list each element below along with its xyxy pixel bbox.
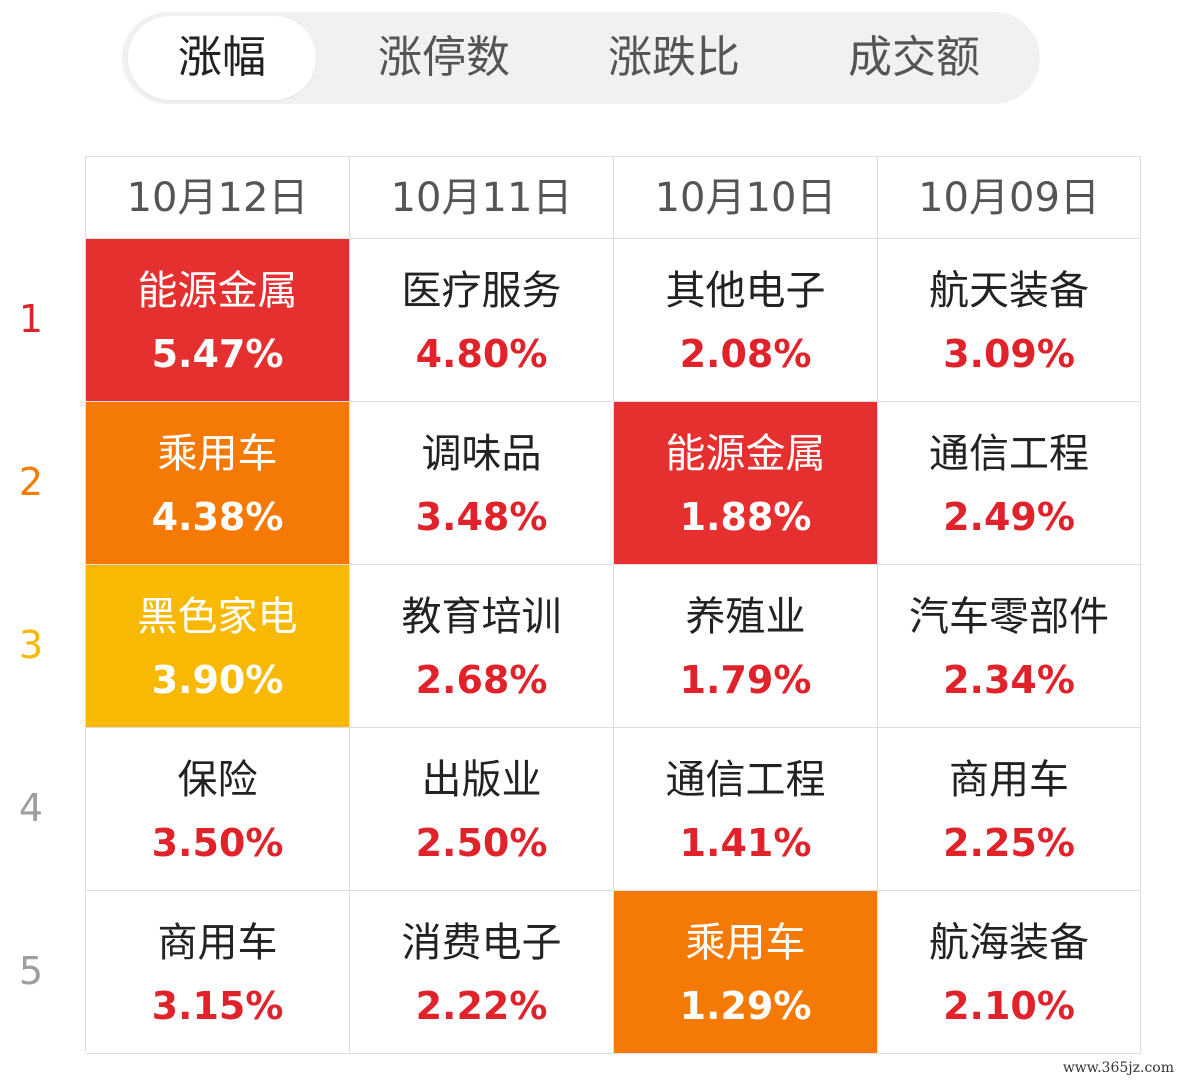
sector-cell[interactable]: 通信工程 2.49% [878,402,1141,565]
sector-cell[interactable]: 航天装备 3.09% [878,239,1141,402]
sector-cell[interactable]: 调味品 3.48% [350,402,614,565]
metric-tab-bar: 涨幅 涨停数 涨跌比 成交额 [122,12,1040,104]
sector-ranking-table: 10月12日 10月11日 10月10日 10月09日 能源金属 5.47% 医疗服… [85,156,1141,1054]
sector-name: 商用车 [157,920,278,966]
sector-name: 其他电子 [665,268,826,314]
sector-name: 乘用车 [157,431,278,477]
sector-change-pct: 3.48% [415,495,548,539]
sector-name: 调味品 [421,431,542,477]
rank-number: 3 [18,623,44,667]
column-header-date: 10月10日 [614,157,878,239]
sector-cell[interactable]: 能源金属 1.88% [614,402,878,565]
sector-name: 通信工程 [929,431,1089,477]
sector-name: 商用车 [949,757,1069,803]
sector-name: 能源金属 [137,268,298,314]
sector-change-pct: 2.34% [943,658,1075,702]
sector-change-pct: 2.08% [679,332,812,376]
sector-name: 汽车零部件 [909,594,1109,640]
sector-change-pct: 3.50% [151,821,284,865]
sector-name: 出版业 [421,757,542,803]
sector-name: 保险 [177,757,258,803]
sector-change-pct: 2.25% [943,821,1075,865]
sector-cell[interactable]: 黑色家电 3.90% [86,565,350,728]
sector-change-pct: 2.10% [943,984,1075,1028]
sector-change-pct: 2.50% [415,821,548,865]
sector-change-pct: 4.38% [151,495,284,539]
sector-change-pct: 2.22% [415,984,548,1028]
sector-name: 航海装备 [929,920,1089,966]
tab-rise-fall-ratio[interactable]: 涨跌比 [608,32,740,83]
sector-cell[interactable]: 消费电子 2.22% [350,891,614,1054]
rank-number: 1 [18,297,44,341]
sector-change-pct: 3.09% [943,332,1075,376]
sector-change-pct: 1.88% [679,495,812,539]
column-header-date: 10月12日 [86,157,350,239]
sector-cell[interactable]: 商用车 3.15% [86,891,350,1054]
sector-cell[interactable]: 乘用车 1.29% [614,891,878,1054]
column-header-date: 10月09日 [878,157,1141,239]
sector-cell[interactable]: 养殖业 1.79% [614,565,878,728]
tab-rise-pct[interactable]: 涨幅 [128,16,316,100]
tab-limit-up-count[interactable]: 涨停数 [378,32,510,83]
sector-cell[interactable]: 商用车 2.25% [878,728,1141,891]
sector-change-pct: 1.29% [679,984,812,1028]
rank-number: 4 [18,786,44,830]
sector-name: 黑色家电 [137,594,298,640]
sector-name: 乘用车 [685,920,806,966]
rank-number: 2 [18,460,44,504]
sector-change-pct: 3.15% [151,984,284,1028]
sector-cell[interactable]: 教育培训 2.68% [350,565,614,728]
sector-change-pct: 1.41% [679,821,812,865]
sector-cell[interactable]: 其他电子 2.08% [614,239,878,402]
sector-cell[interactable]: 乘用车 4.38% [86,402,350,565]
sector-name: 养殖业 [685,594,806,640]
sector-name: 医疗服务 [401,268,562,314]
sector-cell[interactable]: 航海装备 2.10% [878,891,1141,1054]
column-header-date: 10月11日 [350,157,614,239]
sector-name: 消费电子 [401,920,562,966]
sector-cell[interactable]: 保险 3.50% [86,728,350,891]
sector-change-pct: 1.79% [679,658,812,702]
sector-change-pct: 2.49% [943,495,1075,539]
watermark: www.365jz.com [1062,1060,1174,1076]
sector-cell[interactable]: 汽车零部件 2.34% [878,565,1141,728]
sector-change-pct: 2.68% [415,658,548,702]
sector-name: 通信工程 [665,757,826,803]
sector-name: 航天装备 [929,268,1089,314]
rank-number: 5 [18,949,44,993]
sector-change-pct: 4.80% [415,332,548,376]
sector-cell[interactable]: 医疗服务 4.80% [350,239,614,402]
sector-name: 能源金属 [665,431,826,477]
tab-turnover[interactable]: 成交额 [848,32,980,83]
sector-cell[interactable]: 能源金属 5.47% [86,239,350,402]
sector-change-pct: 5.47% [151,332,284,376]
sector-cell[interactable]: 通信工程 1.41% [614,728,878,891]
sector-cell[interactable]: 出版业 2.50% [350,728,614,891]
sector-name: 教育培训 [401,594,562,640]
sector-change-pct: 3.90% [151,658,284,702]
